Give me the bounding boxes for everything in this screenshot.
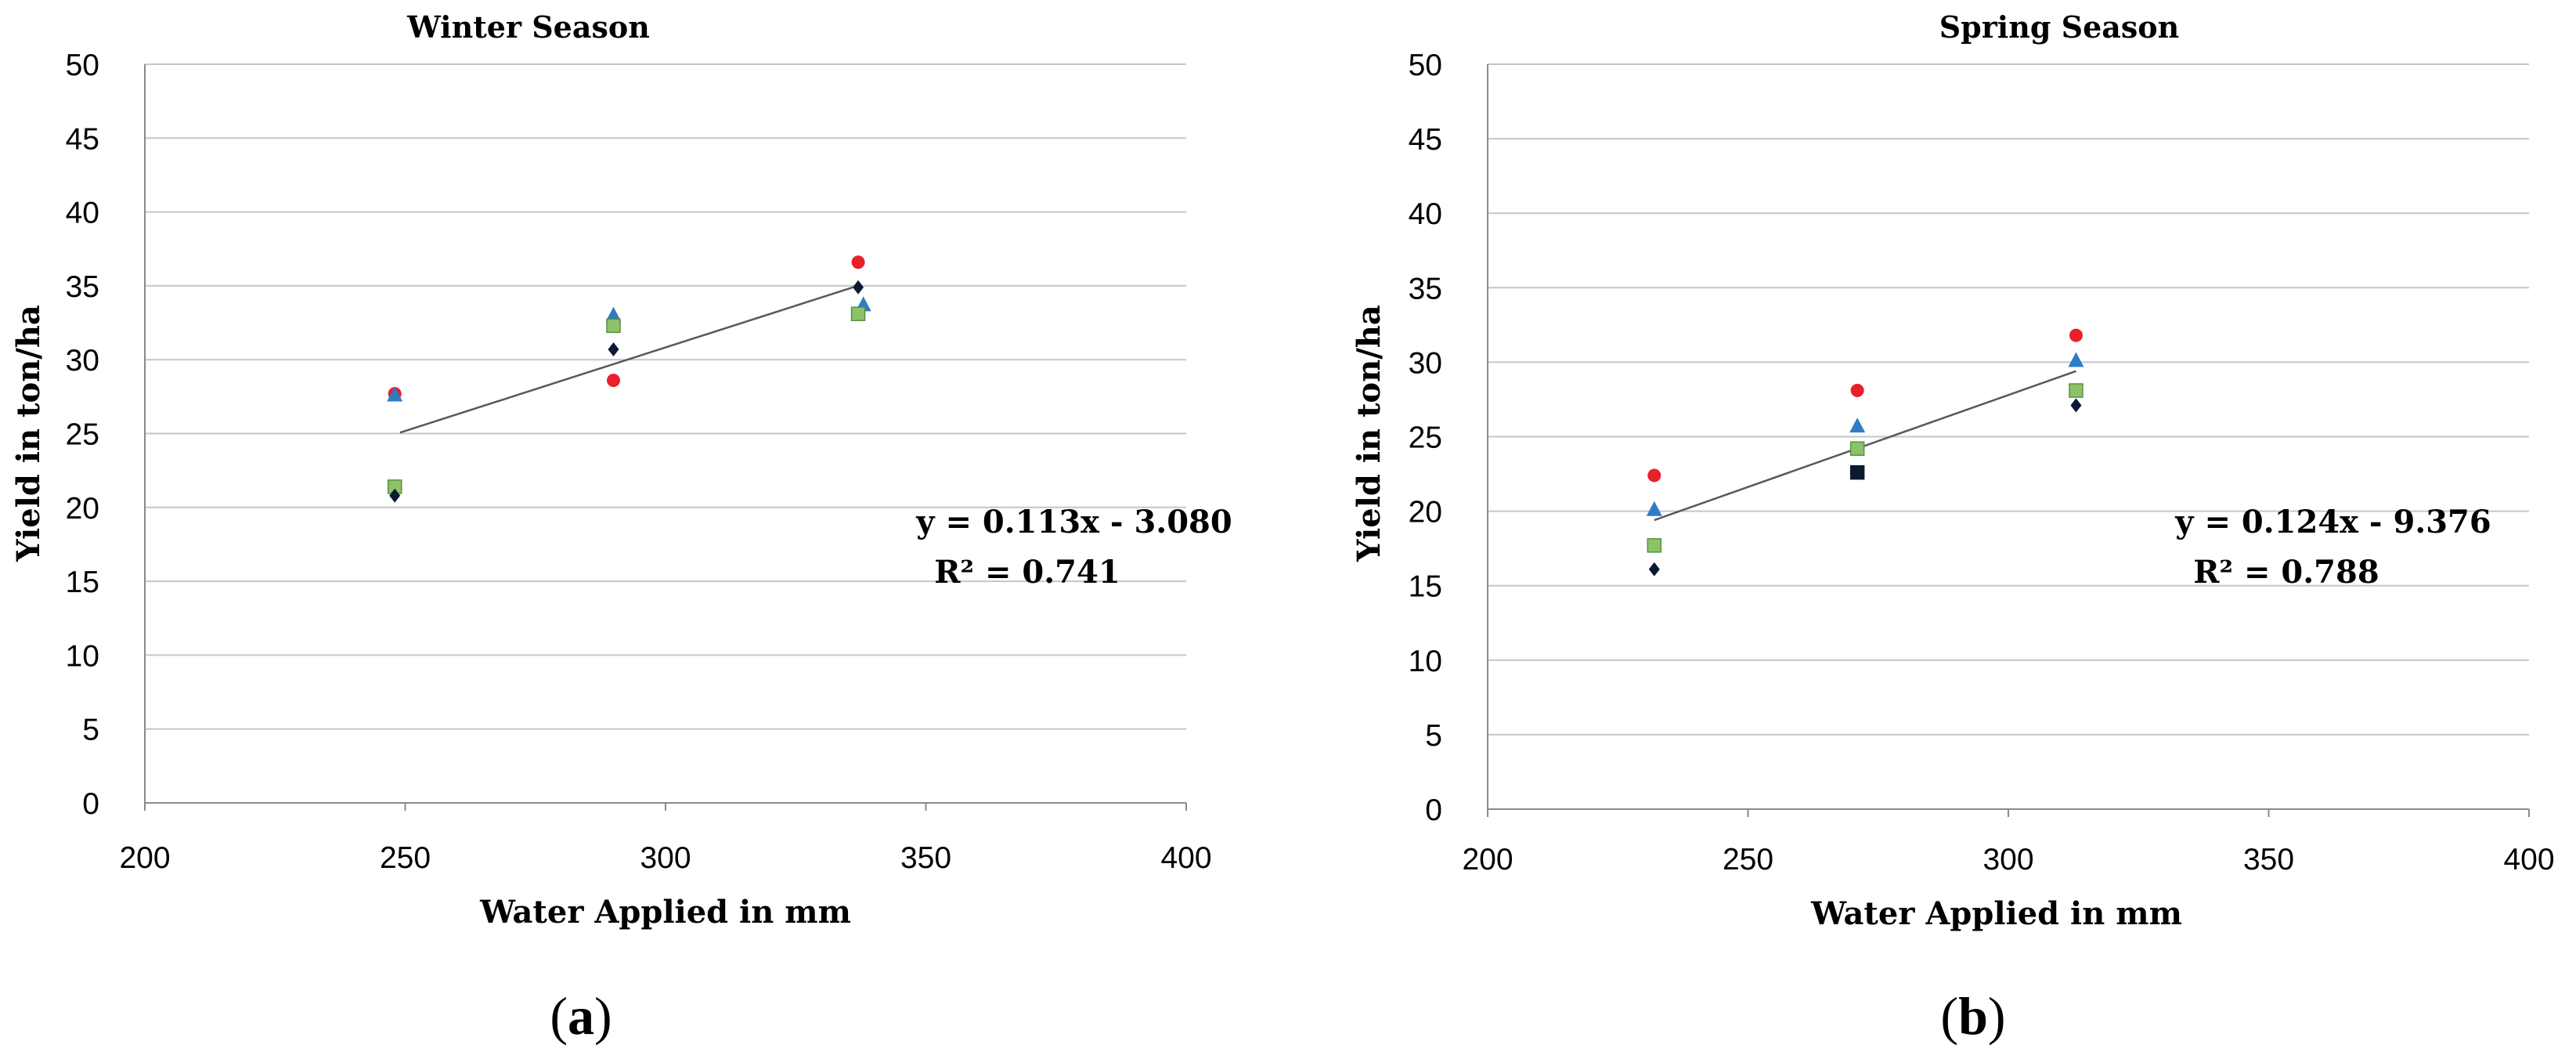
y-tick-label: 30 (66, 344, 99, 378)
data-point (1849, 464, 1865, 480)
x-tick-label: 350 (2243, 843, 2294, 876)
data-point (608, 342, 619, 356)
y-tick-label: 50 (66, 49, 99, 82)
trendline (399, 286, 853, 434)
series-circle (388, 255, 865, 401)
x-axis-label: Water Applied in mm (479, 894, 851, 931)
regression-equation: y = 0.113x - 3.080 (915, 504, 1232, 540)
data-point (851, 255, 865, 269)
y-tick-label: 15 (1409, 570, 1442, 604)
x-tick-label: 250 (1723, 843, 1773, 876)
x-tick-label: 400 (2503, 843, 2554, 876)
data-point (2069, 328, 2083, 342)
x-tick-label: 200 (119, 841, 170, 875)
chart-title: Winter Season (406, 9, 650, 45)
y-tick-label: 15 (66, 566, 99, 599)
y-tick-label: 20 (66, 492, 99, 526)
trendline (1654, 370, 2076, 522)
x-tick-label: 400 (1160, 841, 1211, 875)
data-point (1849, 441, 1865, 456)
data-point (2069, 383, 2084, 398)
data-point (1647, 468, 1661, 483)
y-tick-label: 40 (66, 197, 99, 230)
series-square (387, 306, 866, 494)
y-tick-label: 25 (1409, 421, 1442, 455)
chart-winter: Winter Season 0 5 10 15 20 25 30 35 40 45 50 200 250 3… (10, 9, 1232, 1046)
x-tick-label: 300 (640, 841, 691, 875)
data-point (606, 318, 621, 334)
series-circle (1647, 328, 2083, 483)
panel-label-open: ( (550, 986, 568, 1046)
data-point (853, 280, 864, 295)
x-tick-label: 200 (1462, 843, 1513, 876)
data-point (2068, 352, 2084, 367)
panel-label-letter: b (1958, 986, 1988, 1046)
x-tick-label: 350 (900, 841, 951, 875)
y-tick-label: 5 (1425, 719, 1442, 753)
y-tick-label: 50 (1409, 49, 1442, 82)
data-point (387, 386, 403, 402)
data-point (1849, 417, 1866, 433)
series-triangle (387, 296, 871, 402)
panel-label-letter: a (568, 986, 594, 1046)
y-tick-label: 45 (66, 122, 99, 156)
panel-label-close: ) (1988, 986, 2006, 1046)
data-point (1647, 538, 1662, 553)
chart-title: Spring Season (1939, 9, 2180, 45)
y-tick-label: 25 (66, 418, 99, 452)
y-tick-label: 10 (1409, 645, 1442, 678)
chart-spring: Spring Season 0 5 10 15 20 25 30 35 40 45 50 200 250 3… (1351, 9, 2555, 1046)
y-tick-label: 20 (1409, 496, 1442, 530)
y-tick-label: 35 (1409, 272, 1442, 305)
r-squared: R² = 0.788 (2193, 554, 2379, 591)
panel-label: (a) (550, 986, 612, 1046)
data-point (607, 374, 620, 388)
series-diamond (389, 280, 864, 503)
panel-label: (b) (1940, 986, 2005, 1046)
y-axis-label: Yield in ton/ha (1351, 305, 1387, 562)
data-point (1646, 501, 1662, 516)
data-point (605, 306, 622, 322)
series-diamond (1648, 398, 2082, 576)
panel-label-open: ( (1940, 986, 1958, 1046)
y-tick-label: 35 (66, 270, 99, 304)
y-tick-label: 0 (1425, 793, 1442, 827)
r-squared: R² = 0.741 (934, 554, 1120, 591)
y-tick-label: 0 (82, 787, 99, 821)
x-axis-label: Water Applied in mm (1810, 895, 2182, 932)
x-tick-label: 250 (380, 841, 431, 875)
y-tick-label: 40 (1409, 197, 1442, 231)
y-tick-label: 30 (1409, 346, 1442, 380)
regression-equation: y = 0.124x - 9.376 (2174, 504, 2491, 540)
series-triangle (1646, 352, 2084, 516)
y-tick-label: 5 (82, 714, 99, 747)
panel-label-close: ) (594, 986, 612, 1046)
y-axis-label: Yield in ton/ha (10, 305, 47, 562)
data-point (1850, 384, 1864, 398)
y-tick-label: 10 (66, 639, 99, 673)
series-square (1849, 464, 1865, 480)
data-point (389, 488, 401, 503)
series-square (1647, 383, 2084, 553)
data-point (2070, 398, 2082, 413)
y-tick-label: 45 (1409, 123, 1442, 157)
data-point (850, 306, 866, 321)
data-point (1648, 562, 1660, 576)
x-tick-label: 300 (1983, 843, 2033, 876)
